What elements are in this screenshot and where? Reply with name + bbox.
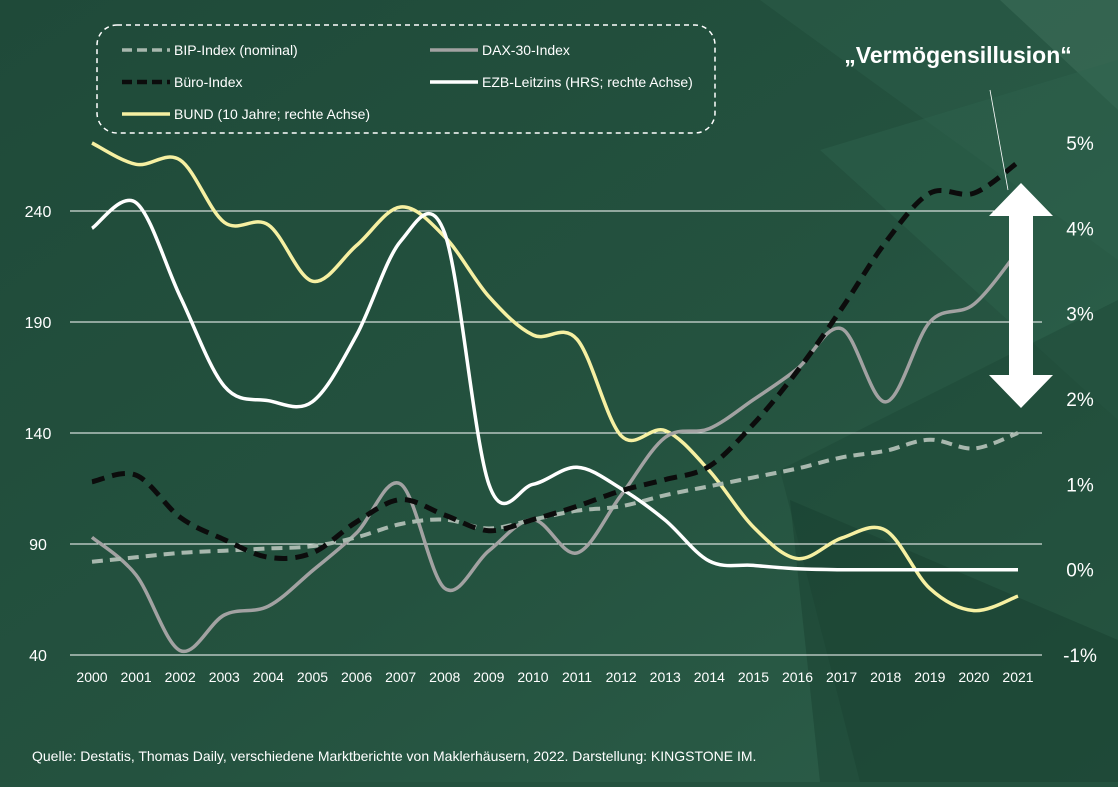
x-tick-label: 2017 bbox=[826, 669, 857, 685]
x-tick-label: 2015 bbox=[738, 669, 769, 685]
background-facet bbox=[780, 300, 1118, 782]
y-right-tick-label: 0% bbox=[1066, 561, 1094, 582]
legend-label-dax: DAX-30-Index bbox=[482, 42, 570, 58]
legend: BIP-Index (nominal) DAX-30-Index Büro-Inde… bbox=[96, 24, 716, 134]
series-line-dax bbox=[90, 249, 1020, 654]
chart-title: „Vermögensillusion“ bbox=[844, 42, 1072, 68]
y-right-tick-label: 1% bbox=[1066, 475, 1094, 496]
left-axis: 40 90 140 190 240 bbox=[25, 204, 52, 665]
x-tick-label: 2012 bbox=[606, 669, 637, 685]
x-tick-label: 2016 bbox=[782, 669, 813, 685]
y-right-tick-label: 2% bbox=[1066, 390, 1094, 411]
x-tick-label: 2013 bbox=[650, 669, 681, 685]
series-line-buero bbox=[91, 160, 1020, 561]
x-tick-label: 2002 bbox=[165, 669, 196, 685]
legend-label-buero: Büro-Index bbox=[174, 74, 242, 90]
series-line-ezb bbox=[90, 198, 1018, 572]
background-facet bbox=[820, 60, 1118, 420]
y-right-tick-label: 4% bbox=[1066, 219, 1094, 240]
grid bbox=[70, 210, 1042, 656]
x-tick-label: 2004 bbox=[253, 669, 284, 685]
x-tick-label: 2006 bbox=[341, 669, 372, 685]
y-left-tick-label: 190 bbox=[25, 315, 52, 332]
x-tick-label: 2007 bbox=[385, 669, 416, 685]
y-right-tick-label: 5% bbox=[1066, 134, 1094, 155]
annotation-pointer bbox=[989, 89, 1009, 191]
x-tick-label: 2021 bbox=[1002, 669, 1033, 685]
x-tick-label: 2005 bbox=[297, 669, 328, 685]
y-left-tick-label: 90 bbox=[29, 537, 47, 554]
x-tick-label: 2008 bbox=[429, 669, 460, 685]
x-tick-label: 2014 bbox=[694, 669, 725, 685]
right-axis: -1% 0% 1% 2% 3% 4% 5% bbox=[1063, 134, 1097, 667]
double-arrow-icon bbox=[989, 183, 1053, 408]
x-tick-label: 2003 bbox=[209, 669, 240, 685]
y-left-tick-label: 240 bbox=[25, 204, 52, 221]
y-right-tick-label: 3% bbox=[1066, 305, 1094, 326]
y-left-tick-label: 140 bbox=[25, 426, 52, 443]
x-tick-label: 2010 bbox=[517, 669, 548, 685]
y-right-tick-label: -1% bbox=[1063, 646, 1097, 667]
x-tick-label: 2020 bbox=[958, 669, 989, 685]
legend-label-ezb: EZB-Leitzins (HRS; rechte Achse) bbox=[482, 74, 693, 90]
x-tick-label: 2009 bbox=[473, 669, 504, 685]
legend-label-bip: BIP-Index (nominal) bbox=[174, 42, 298, 58]
series-lines bbox=[90, 141, 1020, 654]
y-left-tick-label: 40 bbox=[29, 648, 47, 665]
source-note: Quelle: Destatis, Thomas Daily, verschie… bbox=[32, 748, 756, 764]
x-tick-label: 2000 bbox=[76, 669, 107, 685]
x-tick-label: 2019 bbox=[914, 669, 945, 685]
series-line-bund bbox=[91, 141, 1019, 613]
legend-label-bund: BUND (10 Jahre; rechte Achse) bbox=[174, 106, 370, 122]
x-axis: 2000 2001 2002 2003 2004 2005 2006 2007 2008 2009… bbox=[76, 669, 1033, 685]
background-facet bbox=[1000, 0, 1118, 110]
x-tick-label: 2001 bbox=[121, 669, 152, 685]
x-tick-label: 2018 bbox=[870, 669, 901, 685]
legend-frame bbox=[96, 24, 716, 134]
x-tick-label: 2011 bbox=[562, 669, 592, 685]
